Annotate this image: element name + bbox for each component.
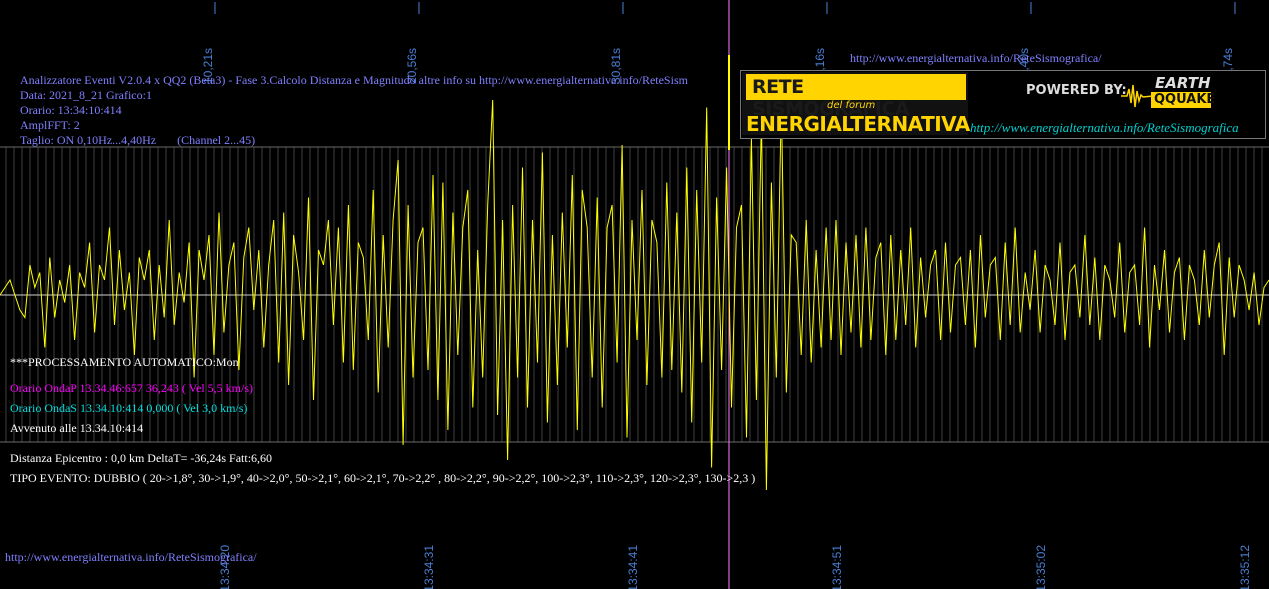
seismograph-wave-icon: [1121, 84, 1153, 108]
logo-brand-bar: QQUAKE: [1151, 92, 1215, 108]
header-orario: Orario: 13:34:10:414: [20, 103, 122, 117]
logo-brand-top: EARTH: [1155, 74, 1211, 92]
logo-brand-bottom: QQUAKE: [1154, 92, 1216, 107]
event-time: Avvenuto alle 13.34.10:414: [10, 421, 144, 435]
epicenter-distance: Distanza Epicentro : 0,0 km DeltaT= -36,…: [10, 451, 273, 465]
bottom-tick-label: 13:34:20: [218, 545, 232, 589]
top-time-axis: 10,21s 20,56s 30,81s 41,16s 51,40s 61,74s: [201, 2, 1236, 84]
rete-sismografica-logo[interactable]: RETE SISMOGRAFICA del forum ENERGIALTERN…: [740, 70, 1266, 139]
bottom-tick-label: 13:35:02: [1034, 545, 1048, 589]
bottom-tick-label: 13:34:31: [422, 545, 436, 589]
header-data: Data: 2021_8_21 Grafico:1: [20, 88, 152, 102]
onda-s-time: Orario OndaS 13.34.10:414 0,000 ( Vel 3,…: [10, 401, 248, 415]
event-type: TIPO EVENTO: DUBBIO ( 20->1,8°, 30->1,9°…: [10, 471, 756, 485]
top-tick-label: 20,56s: [405, 48, 419, 84]
logo-url: http://www.energialternativa.info/ReteSi…: [970, 120, 1239, 135]
onda-p-time: Orario OndaP 13.34.46:657 36,243 ( Vel 5…: [10, 381, 253, 395]
header-taglio: Taglio: ON 0,10Hz...4,40Hz (Channel 2...…: [20, 133, 256, 147]
logo-line1-bar: RETE SISMOGRAFICA: [746, 74, 966, 120]
logo-left-panel: RETE SISMOGRAFICA del forum ENERGIALTERN…: [742, 72, 970, 136]
header-amplfft: AmplFFT: 2: [20, 118, 80, 132]
top-tick-label: 10,21s: [201, 48, 215, 84]
logo-line2: del forum: [827, 100, 876, 111]
logo-line1: RETE SISMOGRAFICA: [752, 76, 910, 120]
seismic-trace: [0, 99, 1269, 491]
bottom-clock-axis: 13:34:20 13:34:31 13:34:41 13:34:51 13:35:02…: [218, 545, 1252, 589]
bottom-tick-label: 13:35:12: [1238, 545, 1252, 589]
bottom-tick-label: 13:34:41: [626, 545, 640, 589]
top-url-link[interactable]: http://www.energialternativa.info/ReteSi…: [850, 51, 1102, 65]
processing-status: ***PROCESSAMENTO AUTOMATICO:Mon: [10, 355, 239, 369]
logo-line3: ENERGIALTERNATIVA: [746, 112, 970, 136]
top-tick-label: 30,81s: [609, 48, 623, 84]
header-title: Analizzatore Eventi V2.0.4 x QQ2 (Beta3)…: [20, 73, 688, 87]
logo-powered-by: POWERED BY:: [1026, 83, 1127, 98]
bottom-url-link[interactable]: http://www.energialternativa.info/ReteSi…: [5, 550, 257, 564]
bottom-tick-label: 13:34:51: [830, 545, 844, 589]
